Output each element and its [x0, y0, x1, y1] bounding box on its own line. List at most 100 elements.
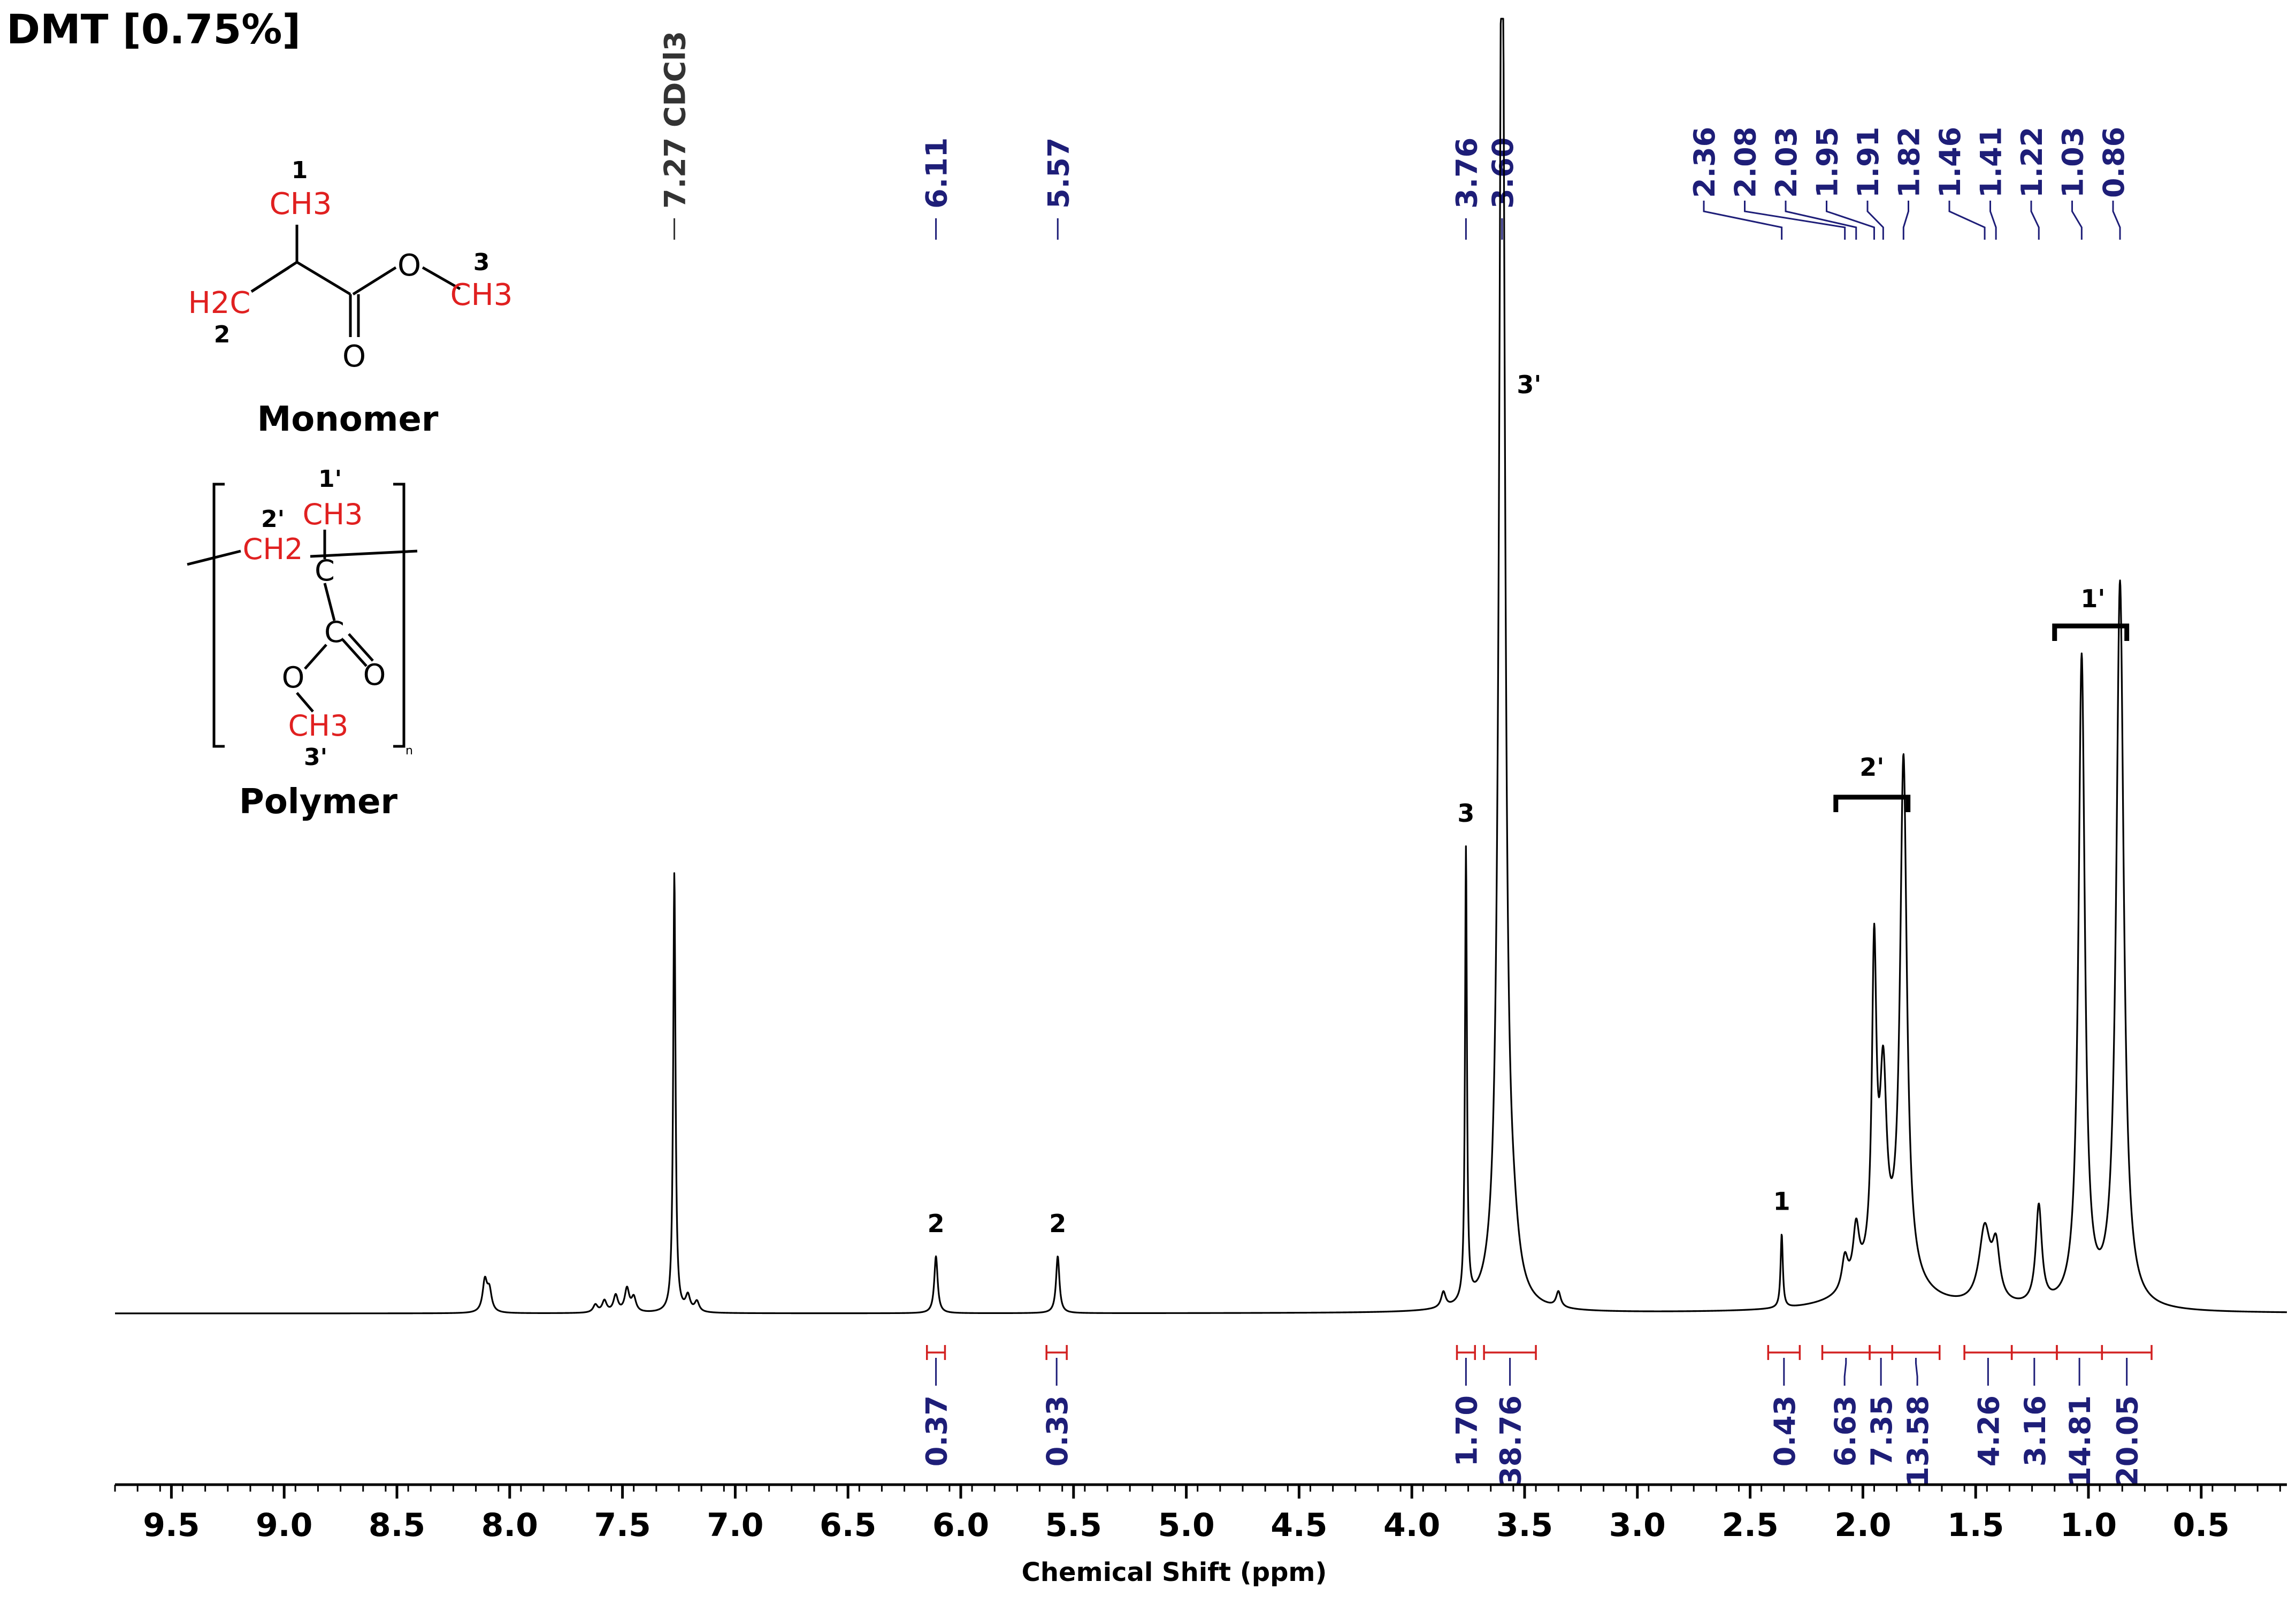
polymer-num-1p: 1' [318, 465, 342, 493]
integral-leader [1843, 1358, 1847, 1386]
x-tick-label: 1.0 [2060, 1507, 2117, 1544]
peak-label: 1.41 [1974, 127, 2008, 198]
x-tick-label: 8.0 [481, 1507, 538, 1544]
x-tick-label: 2.5 [1721, 1507, 1778, 1544]
peak-label: 1.82 [1893, 127, 1926, 198]
polymer-structure: 1' CH3 2' CH2 C C O O CH3 3' n Polymer [187, 465, 418, 822]
monomer-ch3-top: CH3 [270, 187, 332, 221]
x-tick-label: 3.0 [1609, 1507, 1666, 1544]
peak-label: 2.03 [1770, 127, 1803, 198]
monomer-o-carbonyl: O [342, 339, 366, 374]
peak-label-layer: 7.27 CDCl3 6.11 5.57 3.76 3.60 2.36 2.08 2.03 1.… [659, 31, 2131, 240]
integral-value: 14.81 [2063, 1395, 2097, 1487]
polymer-o-carbonyl: O [363, 658, 386, 692]
peak-label-leader [1948, 201, 1986, 240]
integral-value: 13.58 [1901, 1395, 1935, 1487]
x-tick-label: 7.5 [594, 1507, 650, 1544]
integral-value: 7.35 [1865, 1395, 1899, 1466]
x-tick-label: 3.5 [1496, 1507, 1553, 1544]
peak-label: 3.76 [1450, 137, 1483, 209]
integral-value: 1.70 [1450, 1395, 1483, 1466]
integral-value: 38.76 [1494, 1395, 1528, 1487]
integral-value: 20.05 [2111, 1395, 2145, 1487]
polymer-c-carbonyl: C [324, 615, 345, 649]
peak-assignment: 1' [2080, 584, 2105, 613]
x-tick-label: 4.0 [1383, 1507, 1440, 1544]
peak-label-leader [2112, 201, 2121, 240]
peak-label: 1.95 [1811, 127, 1845, 198]
x-tick-label: 5.0 [1158, 1507, 1214, 1544]
assignment-bracket [2052, 623, 2130, 641]
polymer-name: Polymer [239, 782, 398, 822]
peak-label: 5.57 [1042, 137, 1075, 209]
integral-layer: 0.37 0.33 1.70 38.76 0.43 6.63 7.35 13.58 4.26 3.… [920, 1345, 2153, 1487]
peak-assignment: 1 [1773, 1187, 1790, 1216]
x-tick-label: 9.5 [143, 1507, 200, 1544]
peak-label: 2.08 [1729, 127, 1763, 198]
x-tick-label: 0.5 [2173, 1507, 2230, 1544]
assignment-bracket [1833, 794, 1911, 812]
polymer-num-2p: 2' [261, 506, 285, 533]
peak-label-leader [1866, 201, 1884, 240]
integral-value: 0.33 [1040, 1395, 1074, 1466]
peak-label-leader [1826, 201, 1875, 240]
peak-label-leader [2071, 201, 2083, 240]
polymer-subscript-n: n [405, 744, 413, 758]
x-tick-label: 2.0 [1834, 1507, 1891, 1544]
monomer-o-ester: O [397, 248, 421, 283]
monomer-num-1: 1 [292, 157, 308, 184]
peak-assignment: 2 [1049, 1209, 1066, 1238]
monomer-h2c: H2C [188, 286, 251, 320]
x-tick-label: 4.5 [1271, 1507, 1327, 1544]
assignment-layer: 2 2 3 3' 1 2' 1' [928, 370, 2130, 1238]
peak-label: 1.46 [1933, 127, 1967, 198]
monomer-num-2: 2 [214, 321, 231, 348]
peak-assignment: 2 [928, 1209, 945, 1238]
polymer-num-3p: 3' [304, 744, 327, 771]
x-tick-label: 5.5 [1045, 1507, 1102, 1544]
polymer-ch3-top: CH3 [303, 498, 363, 531]
x-tick-label: 1.5 [1947, 1507, 2004, 1544]
x-tick-label: 9.0 [256, 1507, 312, 1544]
integral-value: 3.16 [2018, 1395, 2052, 1466]
peak-label: 3.60 [1486, 137, 1520, 209]
monomer-num-3: 3 [473, 249, 490, 276]
integral-value: 4.26 [1972, 1395, 2006, 1466]
peak-label: 1.91 [1851, 127, 1885, 198]
x-axis: 9.5 9.0 8.5 8.0 7.5 7.0 6.5 6.0 5.5 5.0 4.5 4.0 3.5 3… [114, 1483, 2287, 1544]
polymer-o-ester: O [282, 661, 305, 694]
peak-label-leader [1902, 201, 1909, 240]
polymer-c-center: C [315, 554, 335, 587]
x-tick-label: 8.5 [369, 1507, 425, 1544]
peak-label-leader [1703, 201, 1783, 240]
peak-label-leader [1744, 201, 1846, 240]
spectrum-trace-layer [114, 18, 2287, 1315]
peak-assignment: 3 [1457, 799, 1474, 828]
polymer-ch2: CH2 [243, 532, 303, 566]
x-axis-label: Chemical Shift (ppm) [1022, 1557, 1327, 1587]
peak-label-leader [2030, 201, 2040, 240]
integral-value: 6.63 [1828, 1395, 1862, 1466]
x-tick-label: 6.5 [820, 1507, 876, 1544]
peak-assignment: 3' [1517, 370, 1541, 399]
peak-label: 1.22 [2015, 127, 2049, 198]
monomer-name: Monomer [257, 400, 439, 439]
polymer-ch3-ester: CH3 [288, 709, 349, 743]
monomer-ch3-ester: CH3 [450, 278, 513, 312]
spectrum-trace [114, 18, 2287, 1315]
peak-assignment: 2' [1859, 753, 1884, 782]
integral-leader [1915, 1358, 1918, 1386]
peak-label: 7.27 CDCl3 [659, 31, 692, 209]
peak-label: 2.36 [1688, 127, 1721, 198]
peak-label: 1.03 [2056, 127, 2090, 198]
monomer-structure: 1 CH3 H2C 2 O O 3 CH3 Monomer [188, 157, 513, 439]
x-tick-label: 7.0 [707, 1507, 763, 1544]
peak-label-leader [1989, 201, 1997, 240]
integral-value: 0.43 [1768, 1395, 1802, 1466]
peak-label: 6.11 [920, 137, 954, 209]
integral-value: 0.37 [920, 1395, 954, 1466]
peak-label-leader [1785, 201, 1857, 240]
chart-title: DMT [0.75%] [6, 5, 301, 53]
peak-label: 0.86 [2097, 127, 2131, 198]
